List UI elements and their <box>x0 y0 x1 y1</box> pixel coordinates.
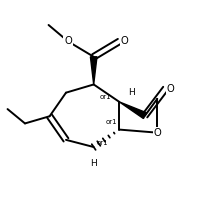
Polygon shape <box>90 57 97 84</box>
Text: O: O <box>64 36 72 46</box>
Text: or1: or1 <box>97 140 108 146</box>
Text: O: O <box>153 128 161 138</box>
Text: or1: or1 <box>100 94 112 100</box>
Text: O: O <box>120 36 128 46</box>
Text: H: H <box>128 88 135 97</box>
Polygon shape <box>119 102 146 119</box>
Text: H: H <box>90 159 97 168</box>
Text: O: O <box>166 84 174 93</box>
Text: or1: or1 <box>106 119 118 126</box>
